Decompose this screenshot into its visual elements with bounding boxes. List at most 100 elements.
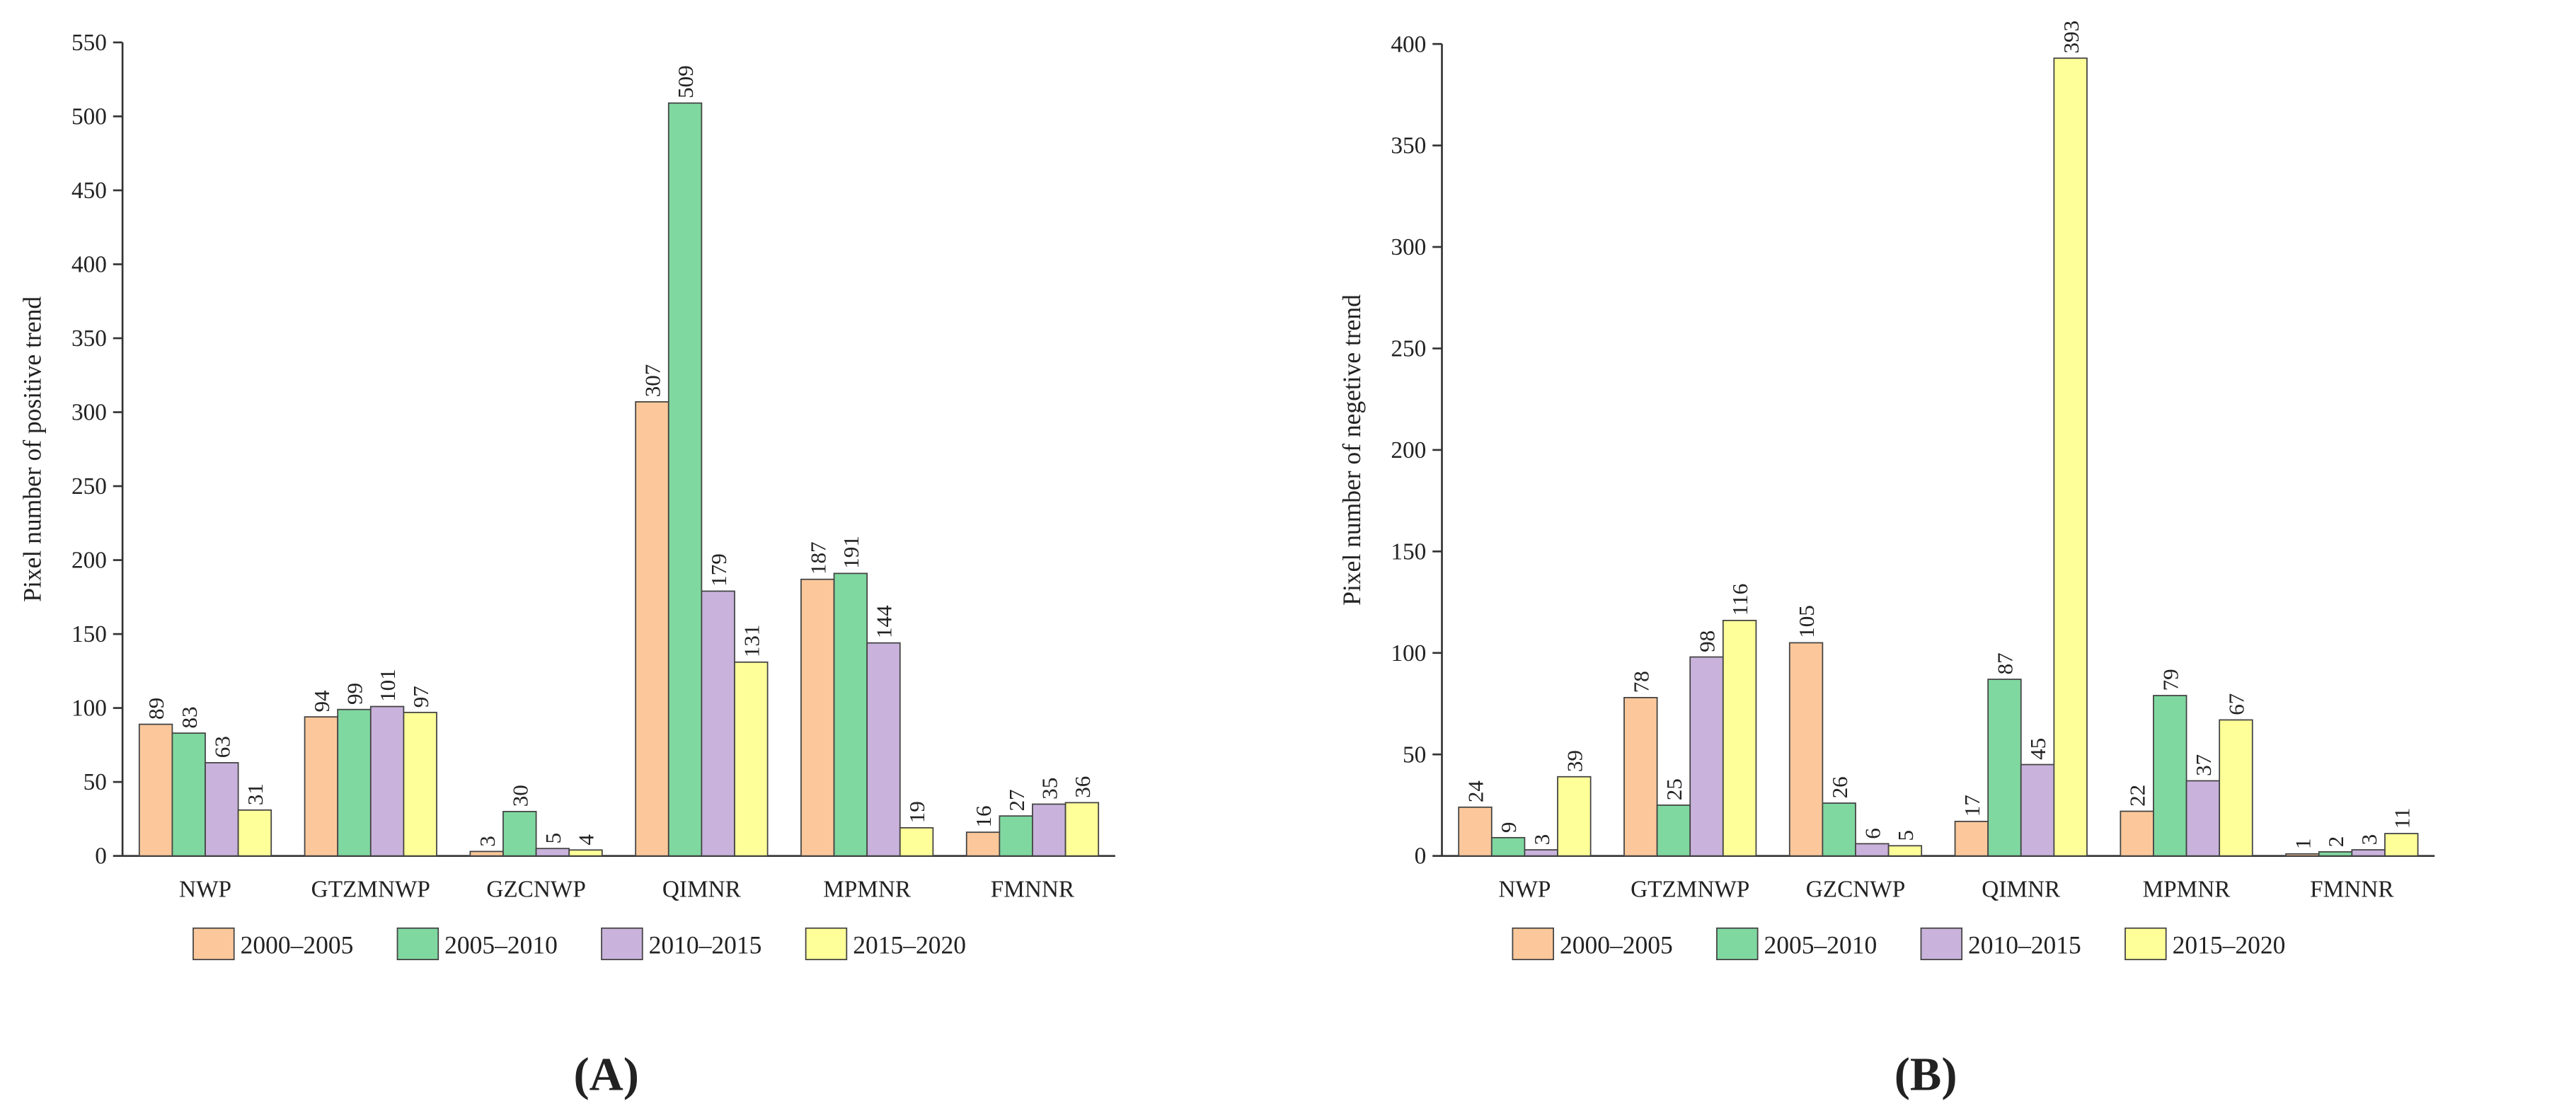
data-label: 3 (2357, 834, 2381, 846)
panel-label: (A) (574, 1049, 639, 1100)
data-label: 94 (309, 690, 334, 713)
bar (1822, 802, 1856, 857)
data-label: 31 (243, 783, 268, 805)
y-tick-label: 550 (71, 30, 107, 56)
data-label: 3 (1529, 834, 1554, 846)
data-label: 97 (408, 686, 433, 708)
legend-swatch (396, 927, 439, 961)
data-label: 22 (2125, 785, 2150, 807)
legend-label: 2005–2010 (1764, 930, 1878, 959)
data-label: 393 (2059, 21, 2083, 54)
y-tick-label: 100 (71, 696, 107, 722)
y-tick-label: 200 (1391, 437, 1426, 463)
data-label: 4 (574, 834, 599, 846)
y-tick-label: 100 (1391, 640, 1426, 667)
y-tick-label: 50 (1403, 742, 1426, 768)
bar (369, 705, 405, 857)
bar (2318, 851, 2353, 857)
legend-label: 2010–2015 (649, 930, 762, 959)
bar (1855, 843, 1890, 857)
x-tick-label: GTZMNWP (1631, 876, 1749, 902)
bar (1524, 849, 1558, 857)
legend-swatch (192, 927, 235, 961)
data-label: 105 (1794, 605, 1819, 638)
bar (2219, 719, 2253, 857)
data-label: 11 (2389, 808, 2414, 829)
data-label: 187 (805, 541, 830, 575)
legend-swatch (1512, 927, 1554, 961)
data-label: 307 (640, 364, 665, 398)
bar (1623, 697, 1658, 857)
legend-label: 2015–2020 (853, 930, 966, 959)
bar (535, 848, 570, 857)
bar (734, 661, 769, 857)
y-tick-label: 250 (71, 473, 107, 500)
data-label: 67 (2224, 693, 2249, 715)
y-tick-label: 250 (1391, 336, 1426, 362)
data-label: 87 (1993, 652, 2018, 674)
legend-label: 2000–2005 (1560, 930, 1673, 959)
data-label: 509 (673, 65, 698, 98)
data-label: 16 (971, 805, 996, 827)
data-label: 25 (1662, 778, 1686, 800)
data-label: 63 (209, 736, 234, 758)
bar (2285, 853, 2320, 857)
bar (866, 642, 901, 857)
legend-swatch (805, 927, 848, 961)
chart-panel: 0 50 100 150 200 250 300 350 400 Pixel number of … (1338, 21, 2435, 1100)
data-label: 6 (1860, 828, 1885, 839)
bar (1490, 836, 1526, 857)
y-tick-label: 300 (71, 400, 107, 426)
bar (1557, 775, 1592, 857)
bar (1032, 803, 1066, 857)
data-label: 89 (144, 698, 168, 720)
bar (1064, 802, 1100, 857)
bar (1788, 642, 1824, 857)
x-tick-label: GTZMNWP (311, 876, 430, 902)
data-label: 2 (2323, 836, 2348, 848)
x-tick-label: QIMNR (662, 876, 742, 902)
bar (2351, 849, 2386, 857)
data-label: 3 (475, 836, 500, 847)
data-label: 98 (1695, 630, 1720, 652)
bar (2185, 780, 2221, 857)
data-label: 99 (343, 683, 367, 705)
bar (171, 732, 206, 857)
legend-label: 2005–2010 (444, 930, 558, 959)
bar (337, 708, 372, 857)
bar (800, 578, 835, 857)
bar (1458, 806, 1493, 857)
x-tick-label: FMNNR (991, 876, 1075, 902)
bar (502, 811, 537, 857)
x-tick-label: NWP (179, 876, 231, 902)
bar (2384, 833, 2419, 857)
y-tick-label: 0 (95, 843, 107, 870)
bar (304, 716, 339, 857)
data-label: 9 (1496, 822, 1521, 834)
x-tick-label: FMNNR (2310, 876, 2394, 902)
y-tick-label: 200 (71, 548, 107, 574)
x-tick-label: MPMNR (823, 876, 912, 902)
y-tick-label: 400 (1391, 31, 1426, 57)
bar (1722, 619, 1757, 857)
bar (138, 723, 173, 857)
bar (403, 711, 437, 857)
panel-label: (B) (1894, 1049, 1957, 1100)
legend-label: 2000–2005 (241, 930, 354, 959)
data-label: 191 (839, 536, 863, 569)
bar (965, 831, 1001, 857)
bar (2120, 810, 2154, 857)
data-label: 19 (904, 801, 929, 823)
data-label: 24 (1464, 780, 1488, 803)
bar (469, 850, 504, 857)
legend-swatch (2124, 927, 2167, 961)
bar (833, 572, 868, 857)
y-axis-label: Pixel number of negetive trend (1338, 294, 1366, 606)
chart-panel: 0 50 100 150 200 250 300 350 400 450 500 550 Pixel n… (18, 30, 1115, 1100)
y-tick-label: 500 (71, 104, 107, 130)
y-tick-label: 300 (1391, 234, 1426, 260)
bar (701, 590, 735, 857)
legend-label: 2010–2015 (1968, 930, 2081, 959)
bar (2053, 57, 2088, 857)
